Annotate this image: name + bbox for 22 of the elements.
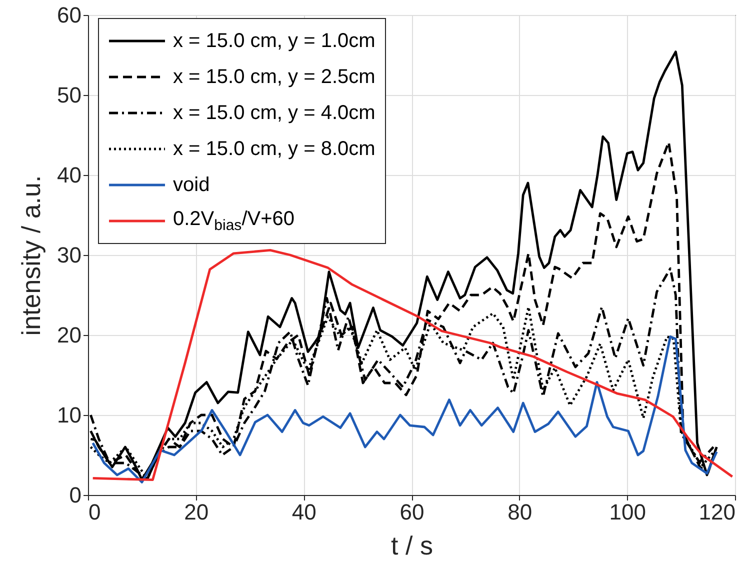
x-tick-label: 20	[184, 500, 209, 524]
legend-label: x = 15.0 cm, y = 1.0cm	[173, 30, 376, 52]
y-tick-label: 0	[69, 482, 82, 508]
x-tick-label: 80	[508, 500, 532, 524]
x-tick-label: 0	[88, 500, 101, 524]
x-tick-label: 40	[292, 500, 316, 524]
y-tick-label: 50	[57, 82, 82, 108]
x-tick-label: 60	[400, 500, 424, 524]
x-tick-label: 120	[698, 500, 736, 524]
x-tick-label: 100	[609, 500, 646, 524]
legend-label: x = 15.0 cm, y = 2.5cm	[173, 66, 376, 88]
legend-label: x = 15.0 cm, y = 4.0cm	[173, 102, 376, 124]
y-tick-label: 60	[57, 2, 82, 28]
y-tick-label: 10	[57, 402, 82, 428]
legend-label: void	[173, 174, 210, 196]
y-tick-label: 40	[57, 162, 82, 188]
y-tick-label: 20	[57, 322, 82, 348]
legend-label: x = 15.0 cm, y = 8.0cm	[173, 138, 376, 160]
y-axis-title: intensity / a.u.	[16, 175, 46, 336]
y-tick-label: 30	[57, 242, 82, 268]
legend-label: 0.2V$_{bias}$/V+60	[173, 208, 295, 234]
x-axis-title: t / s	[391, 530, 433, 560]
